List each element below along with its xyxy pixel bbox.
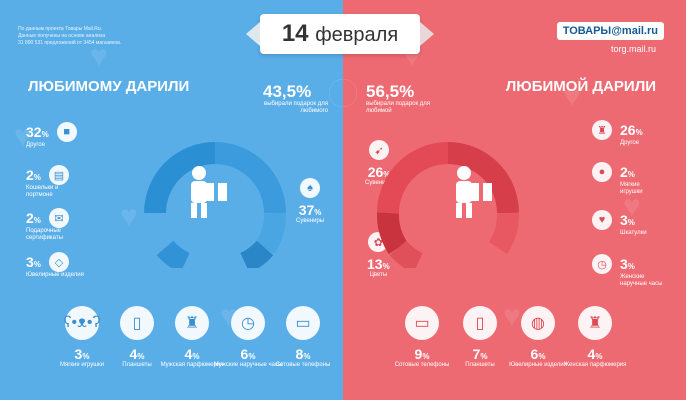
left-donut-chart [144, 142, 286, 268]
left-panel: ♥ ♥ ♥ ♥ По данным проекта Товары Mail.Ru… [0, 0, 343, 400]
diamond-icon: ◇ [48, 252, 69, 272]
right-item-watches: ◷ 3% Женские наручные часы [592, 254, 666, 288]
certificate-icon: ✉ [48, 208, 69, 228]
left-item-souvenirs: ♠ 37% Сувениры [296, 178, 324, 225]
share-split-pie [329, 79, 357, 107]
tablet-icon: ▯ [120, 306, 154, 340]
right-heading: ЛЮБИМОЙ ДАРИЛИ [505, 78, 656, 95]
right-bottom-tablets: ▯ 7% Планшеты [440, 306, 520, 369]
right-bottom-perfume: ♜ 4% Женская парфюмерия [555, 306, 635, 369]
wallet-icon: ▤ [48, 165, 69, 185]
left-item-other: 32% ■ Другое [26, 122, 77, 149]
left-heading: ЛЮБИМОМУ ДАРИЛИ [28, 78, 190, 95]
left-bottom-phones: ▭ 8% Сотовые телефоны [263, 306, 343, 369]
jewelry-box-icon: ♥ [592, 210, 612, 230]
right-item-toys: ● 2% Мягкие игрушки [592, 162, 660, 196]
right-item-other: ♜ 26% Другое [592, 120, 643, 147]
cupid-icon: ➹ [369, 140, 390, 160]
date-banner: 14 февраля [246, 14, 434, 54]
teddy-bear-icon: ● [592, 162, 612, 182]
left-item-wallets: 2% ▤ Кошельки и портмоне [26, 165, 86, 199]
phone-icon: ▭ [286, 306, 320, 340]
hookah-icon: ♠ [300, 178, 321, 198]
right-item-souvenirs: ➹ 26% Сувениры [365, 140, 393, 187]
teddy-bear-icon: ʕ•ᴥ•ʔ [64, 306, 100, 340]
right-share-value: 56,5% [366, 82, 415, 101]
right-share-note: выбирали подарок для любимой [366, 101, 430, 114]
left-bottom-watches: ◷ 6% Мужские наручные часы [208, 306, 288, 369]
left-bottom-tablets: ▯ 4% Планшеты [97, 306, 177, 369]
tablet-icon: ▯ [463, 306, 497, 340]
left-bottom-toys: ʕ•ᴥ•ʔ 3% Мягкие игрушки [42, 306, 122, 369]
left-item-certificates: 2% ✉ Подарочные сертификаты [26, 208, 96, 242]
box-icon: ■ [56, 122, 77, 142]
watch-icon: ◷ [592, 254, 612, 274]
right-bottom-jewelry: ◍ 6% Ювелирные изделия [498, 306, 578, 369]
phone-icon: ▭ [405, 306, 439, 340]
perfume-icon: ♜ [578, 306, 612, 340]
brand-logo[interactable]: ТОВАРЫ@mail.ru [556, 22, 664, 40]
brand-link[interactable]: torg.mail.ru [610, 44, 656, 54]
right-donut-chart [377, 142, 519, 268]
perfume-icon: ♜ [175, 306, 209, 340]
right-bottom-phones: ▭ 9% Сотовые телефоны [382, 306, 462, 369]
left-share-note: выбирали подарок для любимого [264, 101, 328, 114]
shopping-bag-icon: ♜ [592, 120, 612, 140]
ring-icon: ◍ [521, 306, 555, 340]
left-item-jewelry: 3% ◇ Ювелирные изделия [26, 252, 84, 278]
left-share-value: 43,5% [263, 82, 312, 101]
watch-icon: ◷ [231, 306, 265, 340]
left-gift-figure [181, 165, 231, 225]
right-gift-figure [446, 165, 496, 225]
right-item-boxes: ♥ 3% Шкатулки [592, 210, 647, 237]
left-bottom-perfume: ♜ 4% Мужская парфюмерия [152, 306, 232, 369]
source-note: По данным проекта Товары Mail.Ru. Данные… [18, 26, 122, 46]
